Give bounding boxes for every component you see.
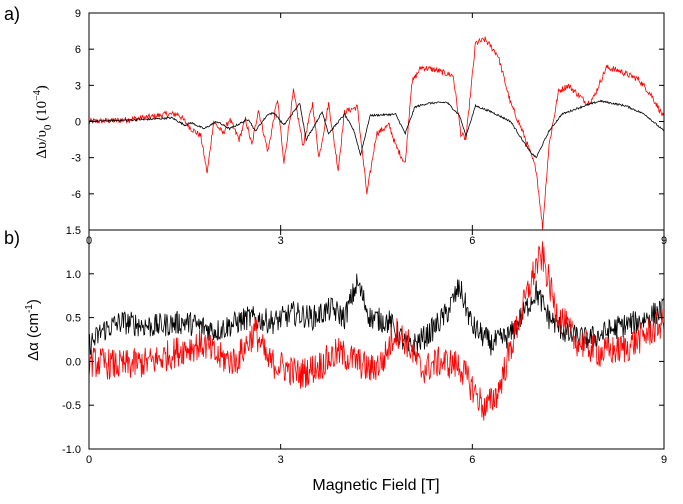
panel-a-x-tick-label: 3 bbox=[278, 235, 284, 247]
panel-b-x-tick-label: 0 bbox=[86, 454, 92, 466]
panel-b-y-tick-label: 1.5 bbox=[66, 225, 81, 237]
panel-a-y-tick-label: 3 bbox=[75, 80, 81, 92]
panel-a-series-red bbox=[88, 36, 664, 230]
panel-a-y-tick-label: 9 bbox=[75, 8, 81, 20]
panel-b-frame bbox=[88, 229, 665, 450]
panel-b-label: b) bbox=[4, 228, 20, 248]
panel-a-frame bbox=[88, 12, 665, 231]
panel-b-y-tick-label: -1.0 bbox=[62, 444, 81, 456]
panel-a-y-tick-label: 6 bbox=[75, 44, 81, 56]
panel-a-ylabel: Δυ/υ0 (10−4) bbox=[32, 85, 54, 159]
panel-b: b) 0 3 6 9 -1.0 -0.5 0.0 0.5 1.0 1.5 Δα (cm-1) bbox=[4, 225, 667, 466]
panel-a-traces bbox=[88, 36, 665, 230]
panel-a-y-tick-label: -6 bbox=[71, 189, 81, 201]
panel-b-series-red bbox=[88, 241, 665, 421]
panel-a-y-tick-label: -3 bbox=[71, 153, 81, 165]
panel-b-ylabel: Δα (cm-1) bbox=[24, 299, 42, 361]
panel-b-y-tick-label: -0.5 bbox=[62, 400, 81, 412]
panel-b-traces bbox=[88, 241, 665, 421]
panel-a-label: a) bbox=[4, 4, 20, 24]
panel-b-x-tick-label: 3 bbox=[278, 454, 284, 466]
x-axis-label: Magnetic Field [T] bbox=[312, 477, 439, 494]
panel-b-y-tick-label: 1.0 bbox=[66, 269, 81, 281]
panel-b-y-tick-label: 0.5 bbox=[66, 313, 81, 325]
panel-b-x-tick-label: 9 bbox=[661, 454, 667, 466]
panel-b-series-black bbox=[88, 273, 665, 356]
panel-b-y-tick-label: 0.0 bbox=[66, 356, 81, 368]
panel-a-series-black bbox=[88, 99, 665, 159]
panel-a-x-tick-label: 6 bbox=[469, 235, 475, 247]
panel-b-x-tick-label: 6 bbox=[469, 454, 475, 466]
panel-b-ticks: 0 3 6 9 -1.0 -0.5 0.0 0.5 1.0 1.5 bbox=[62, 225, 667, 466]
panel-a-y-tick-label: 0 bbox=[75, 117, 81, 129]
